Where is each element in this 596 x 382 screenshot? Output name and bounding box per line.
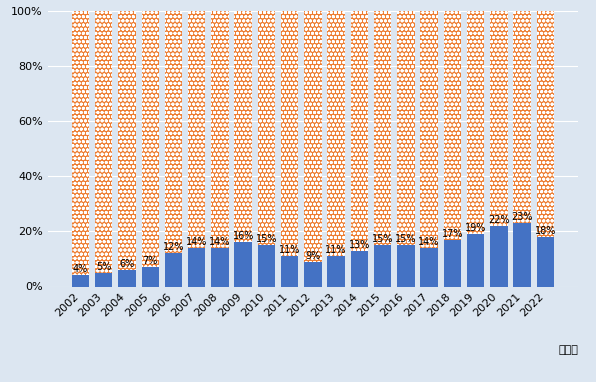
Text: 7%: 7% (142, 256, 158, 266)
Bar (397, 245, 415, 286)
Text: 11%: 11% (279, 245, 300, 255)
Text: 5%: 5% (96, 262, 111, 272)
Text: 14%: 14% (209, 237, 231, 247)
Bar (467, 11, 485, 234)
Text: 15%: 15% (395, 234, 417, 244)
Text: 15%: 15% (372, 234, 393, 244)
Bar (536, 237, 554, 286)
Bar (374, 11, 392, 245)
Bar (443, 240, 461, 286)
Bar (234, 11, 252, 243)
Bar (164, 11, 182, 254)
Bar (327, 256, 345, 286)
Text: 23%: 23% (511, 212, 533, 222)
Bar (443, 11, 461, 240)
Text: 14%: 14% (418, 237, 440, 247)
Bar (420, 11, 438, 248)
Text: 15%: 15% (256, 234, 277, 244)
Bar (257, 11, 275, 245)
Text: 11%: 11% (325, 245, 347, 255)
Bar (211, 11, 229, 248)
Text: 12%: 12% (163, 243, 184, 253)
Bar (490, 11, 508, 226)
Bar (327, 11, 345, 256)
Bar (304, 262, 322, 286)
Text: 4%: 4% (73, 264, 88, 274)
Bar (281, 256, 299, 286)
Bar (350, 11, 368, 251)
Bar (118, 270, 136, 286)
Text: 22%: 22% (488, 215, 510, 225)
Bar (72, 11, 89, 275)
Bar (188, 248, 206, 286)
Text: （年）: （年） (558, 345, 578, 355)
Text: 14%: 14% (186, 237, 207, 247)
Bar (234, 243, 252, 286)
Bar (513, 223, 531, 286)
Bar (257, 245, 275, 286)
Bar (188, 11, 206, 248)
Bar (397, 11, 415, 245)
Bar (513, 11, 531, 223)
Bar (95, 273, 113, 286)
Bar (420, 248, 438, 286)
Text: 18%: 18% (535, 226, 556, 236)
Bar (164, 254, 182, 286)
Bar (536, 11, 554, 237)
Bar (211, 248, 229, 286)
Bar (467, 234, 485, 286)
Bar (72, 275, 89, 286)
Bar (490, 226, 508, 286)
Bar (95, 11, 113, 273)
Bar (141, 267, 159, 286)
Bar (374, 245, 392, 286)
Bar (141, 11, 159, 267)
Bar (281, 11, 299, 256)
Text: 16%: 16% (232, 231, 254, 241)
Text: 9%: 9% (305, 251, 321, 261)
Text: 6%: 6% (119, 259, 135, 269)
Bar (350, 251, 368, 286)
Text: 17%: 17% (442, 229, 463, 239)
Bar (118, 11, 136, 270)
Text: 13%: 13% (349, 240, 370, 250)
Text: 19%: 19% (465, 223, 486, 233)
Bar (304, 11, 322, 262)
